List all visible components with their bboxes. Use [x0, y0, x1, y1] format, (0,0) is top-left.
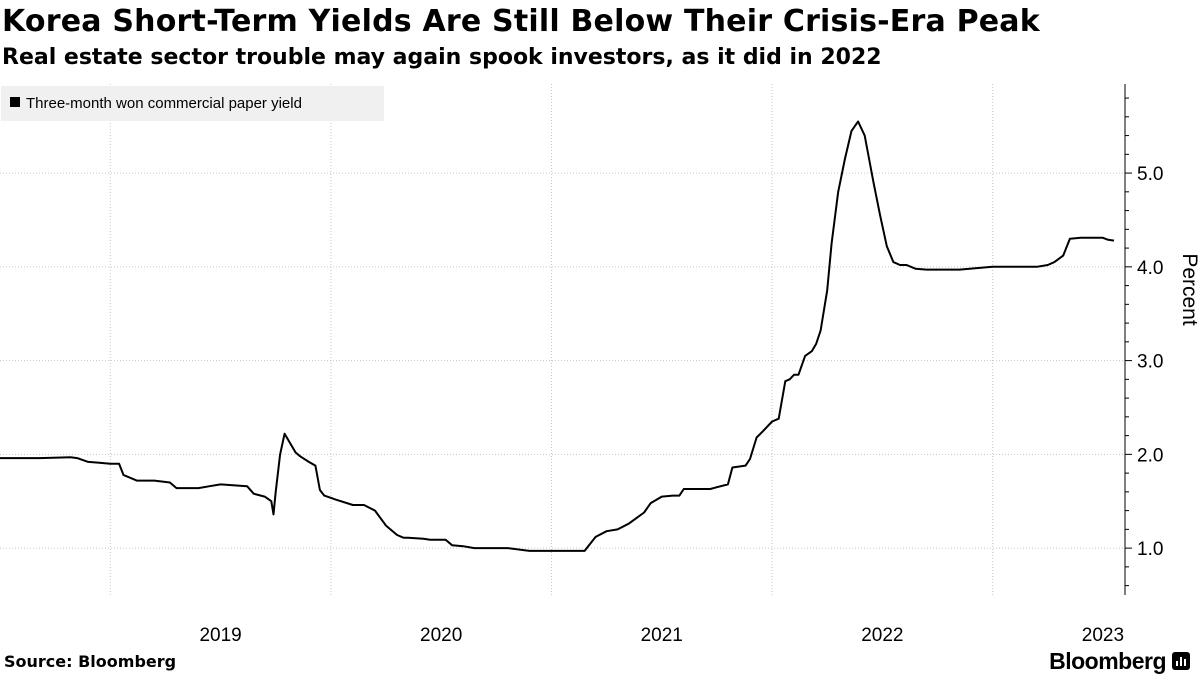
- x-tick-label: 2022: [861, 625, 903, 646]
- series-group: [0, 120, 1115, 552]
- chart-title: Korea Short-Term Yields Are Still Below …: [2, 4, 1040, 39]
- y-tick-label: 2.0: [1137, 445, 1163, 466]
- legend-entry-label: Three-month won commercial paper yield: [26, 95, 302, 112]
- x-tick-label: 2020: [420, 625, 462, 646]
- y-tick-label: 5.0: [1137, 164, 1163, 185]
- bloomberg-chart-icon: [1172, 652, 1190, 670]
- chart-subtitle: Real estate sector trouble may again spo…: [2, 45, 882, 70]
- series-line: [0, 120, 1115, 552]
- source-note: Source: Bloomberg: [4, 652, 177, 671]
- y-axis: 1.0 2.0 3.0 4.0 5.0: [1124, 84, 1163, 595]
- x-tick-label: 2023: [1082, 625, 1124, 646]
- grid-lines: [0, 84, 1125, 595]
- x-tick-label: 2019: [199, 625, 241, 646]
- y-tick-label: 3.0: [1137, 352, 1163, 373]
- x-axis: 2019 2020 2021 2022 2023: [199, 625, 1124, 646]
- y-tick-label: 1.0: [1137, 539, 1163, 560]
- y-tick-label: 4.0: [1137, 258, 1163, 279]
- legend-background: [1, 86, 384, 121]
- y-axis-label: Percent: [1178, 253, 1200, 326]
- x-tick-label: 2021: [641, 625, 683, 646]
- legend-swatch: [10, 97, 20, 107]
- bloomberg-logo: Bloomberg: [1049, 648, 1166, 674]
- legend: Three-month won commercial paper yield: [1, 86, 384, 121]
